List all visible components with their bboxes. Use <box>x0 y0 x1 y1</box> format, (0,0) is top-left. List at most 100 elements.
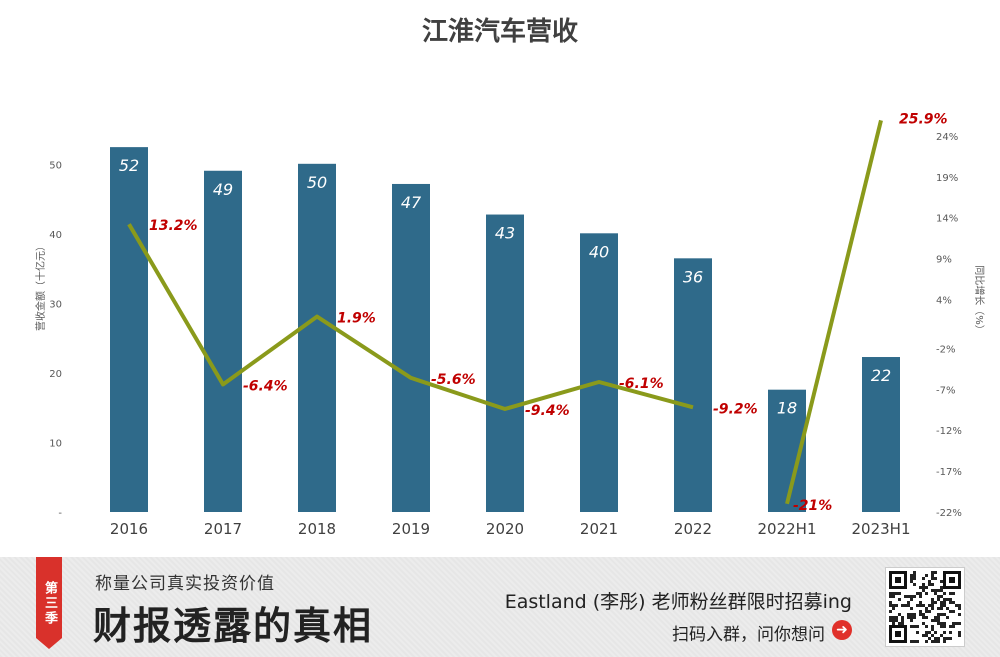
qr-module <box>895 604 898 607</box>
category-label: 2021 <box>580 520 618 538</box>
qr-module <box>889 610 892 613</box>
qr-module <box>925 574 928 577</box>
qr-module <box>925 616 928 619</box>
qr-module <box>913 571 916 574</box>
qr-module <box>919 604 922 607</box>
qr-module <box>892 622 895 625</box>
qr-module <box>916 640 919 643</box>
qr-module <box>949 592 952 595</box>
qr-module <box>910 616 913 619</box>
qr-module <box>913 640 916 643</box>
qr-module <box>958 607 961 610</box>
qr-module <box>931 625 934 628</box>
qr-module <box>937 616 940 619</box>
qr-module <box>958 634 961 637</box>
category-label: 2016 <box>110 520 148 538</box>
qr-module <box>934 640 937 643</box>
qr-module <box>937 619 940 622</box>
qr-module <box>907 604 910 607</box>
qr-module <box>940 601 943 604</box>
qr-module <box>952 610 955 613</box>
qr-module <box>943 637 946 640</box>
y-right-tick-label: -12% <box>936 426 962 437</box>
cta-line[interactable]: 扫码入群，问你想问 <box>672 625 825 645</box>
qr-module <box>949 577 955 583</box>
line-series: 13.2% -6.4% 1.9% -5.6% -9.4% -6.1% -9.2% -21% 25… <box>127 111 948 514</box>
qr-module <box>940 586 943 589</box>
qr-code-icon[interactable] <box>885 567 965 647</box>
qr-module <box>889 595 892 598</box>
qr-module <box>937 598 940 601</box>
qr-module <box>934 571 937 574</box>
bar-value-label: 43 <box>495 224 515 243</box>
qr-module <box>925 631 928 634</box>
qr-module <box>919 586 922 589</box>
qr-module <box>928 631 931 634</box>
qr-module <box>910 625 913 628</box>
qr-module <box>940 580 943 583</box>
qr-module <box>913 577 916 580</box>
qr-module <box>919 595 922 598</box>
qr-module <box>925 625 928 628</box>
y-right-tick-label: 4% <box>936 295 952 306</box>
qr-module <box>928 604 931 607</box>
qr-module <box>922 583 925 586</box>
y-left-tick-label: 10 <box>49 439 62 450</box>
category-label: 2019 <box>392 520 430 538</box>
qr-module <box>943 613 946 616</box>
qr-module <box>922 616 925 619</box>
qr-module <box>907 595 910 598</box>
qr-module <box>904 595 907 598</box>
line-segment <box>785 119 883 505</box>
qr-module <box>943 622 946 625</box>
qr-module <box>943 625 946 628</box>
qr-module <box>922 622 925 625</box>
qr-module <box>910 640 913 643</box>
growth-pct-label: 1.9% <box>337 311 376 327</box>
qr-module <box>922 604 925 607</box>
qr-module <box>907 601 910 604</box>
qr-module <box>952 622 955 625</box>
qr-module <box>892 616 895 619</box>
qr-module <box>937 637 940 640</box>
qr-module <box>943 640 946 643</box>
qr-module <box>910 577 913 580</box>
qr-module <box>892 619 895 622</box>
qr-module <box>913 616 916 619</box>
qr-module <box>955 604 958 607</box>
y-left-tick-label: 20 <box>49 369 62 380</box>
qr-module <box>946 637 949 640</box>
arrow-right-circle-icon[interactable]: ➜ <box>832 620 852 640</box>
bar <box>392 183 430 512</box>
qr-module <box>895 616 898 619</box>
growth-pct-label: -9.2% <box>713 401 758 417</box>
qr-module <box>952 601 955 604</box>
qr-module <box>892 607 895 610</box>
qr-module <box>931 601 934 604</box>
qr-module <box>913 613 916 616</box>
qr-module <box>937 613 940 616</box>
qr-module <box>898 598 901 601</box>
qr-module <box>937 607 940 610</box>
qr-module <box>919 613 922 616</box>
qr-module <box>898 622 901 625</box>
qr-module <box>940 622 943 625</box>
qr-module <box>913 574 916 577</box>
left-axis: - 10 20 30 40 50 <box>49 161 62 520</box>
bar <box>862 357 900 512</box>
qr-module <box>901 622 904 625</box>
qr-module <box>889 619 892 622</box>
qr-module <box>949 610 952 613</box>
qr-module <box>901 604 904 607</box>
bar-series: 52 49 50 47 43 40 36 18 22 <box>110 147 900 513</box>
qr-module <box>901 616 904 619</box>
qr-module <box>910 598 913 601</box>
bar-value-label: 36 <box>683 267 703 286</box>
qr-module <box>895 592 898 595</box>
category-axis: 2016 2017 2018 2019 2020 2021 2022 2022H1 2023H1 <box>110 520 911 538</box>
qr-module <box>925 592 928 595</box>
y-right-tick-label: -2% <box>936 344 955 355</box>
bar <box>204 170 242 512</box>
bar <box>298 163 336 512</box>
qr-module <box>925 610 928 613</box>
